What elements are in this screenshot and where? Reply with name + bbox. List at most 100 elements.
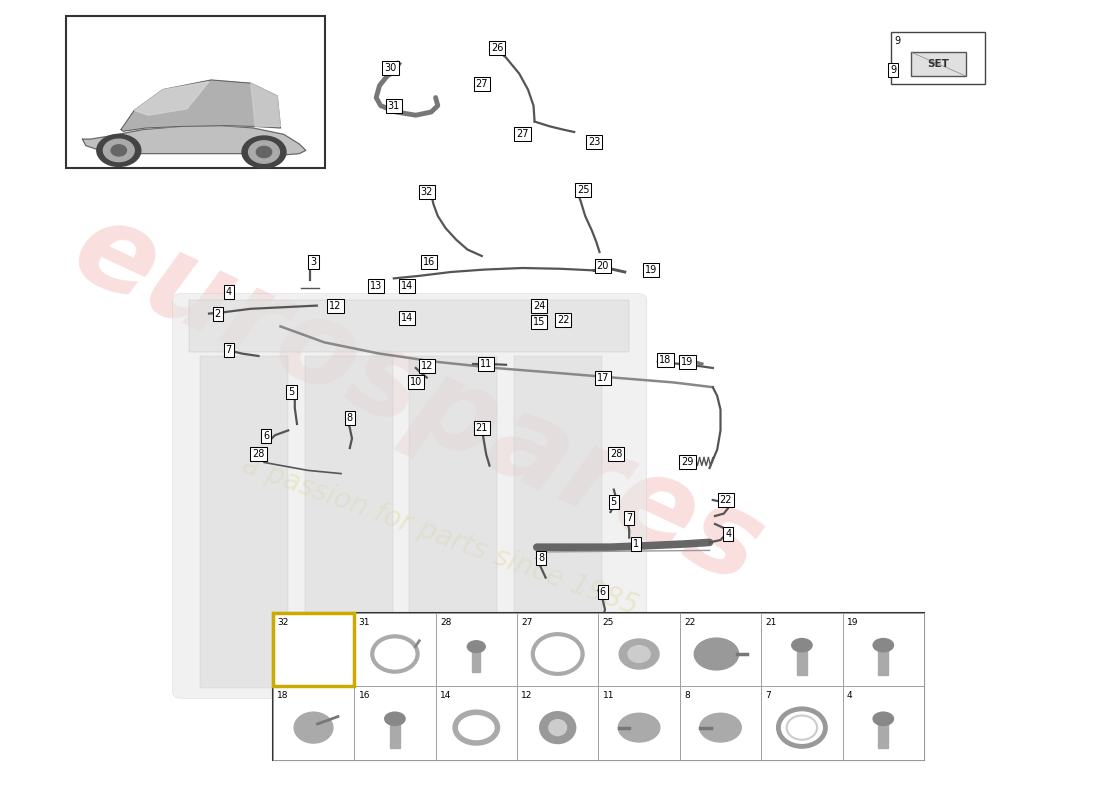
Ellipse shape bbox=[628, 646, 650, 662]
Text: 27: 27 bbox=[475, 79, 488, 89]
Text: 6: 6 bbox=[263, 431, 270, 441]
Text: 14: 14 bbox=[400, 314, 414, 323]
Text: 5: 5 bbox=[288, 387, 295, 397]
Text: 4: 4 bbox=[847, 691, 852, 700]
Ellipse shape bbox=[873, 712, 893, 726]
Text: 21: 21 bbox=[766, 618, 777, 626]
Text: 29: 29 bbox=[681, 458, 694, 467]
Bar bbox=[189, 300, 629, 352]
Text: 16: 16 bbox=[422, 258, 436, 267]
Ellipse shape bbox=[289, 639, 329, 669]
Ellipse shape bbox=[289, 639, 329, 669]
Bar bbox=[911, 52, 966, 76]
Bar bbox=[598, 686, 680, 760]
Ellipse shape bbox=[468, 641, 485, 653]
Text: 8: 8 bbox=[684, 691, 690, 700]
Text: 18: 18 bbox=[277, 691, 288, 700]
Ellipse shape bbox=[700, 714, 741, 742]
Text: 3: 3 bbox=[310, 258, 317, 267]
Text: 6: 6 bbox=[600, 587, 606, 597]
Text: 19: 19 bbox=[681, 357, 694, 366]
Bar bbox=[200, 356, 288, 688]
Bar bbox=[879, 720, 888, 748]
Text: 7: 7 bbox=[766, 691, 771, 700]
Ellipse shape bbox=[792, 638, 812, 652]
Text: 28: 28 bbox=[609, 450, 623, 459]
Ellipse shape bbox=[549, 720, 566, 735]
Circle shape bbox=[97, 134, 141, 166]
Text: 19: 19 bbox=[847, 618, 858, 626]
Bar bbox=[891, 32, 985, 84]
Text: 20: 20 bbox=[596, 261, 609, 270]
Text: 9: 9 bbox=[894, 36, 901, 46]
Text: 26: 26 bbox=[491, 43, 504, 53]
Bar bbox=[390, 720, 399, 748]
Text: 17: 17 bbox=[596, 373, 609, 382]
Polygon shape bbox=[121, 80, 280, 131]
Text: 7: 7 bbox=[226, 346, 232, 355]
Text: a passion for parts since 1985: a passion for parts since 1985 bbox=[238, 451, 642, 621]
Circle shape bbox=[460, 716, 493, 739]
Bar bbox=[436, 613, 517, 686]
Bar bbox=[354, 613, 436, 686]
Ellipse shape bbox=[385, 712, 405, 726]
Text: 11: 11 bbox=[480, 359, 493, 369]
Bar bbox=[514, 356, 602, 688]
Text: 14: 14 bbox=[440, 691, 451, 700]
Ellipse shape bbox=[618, 714, 660, 742]
Polygon shape bbox=[82, 126, 306, 155]
Polygon shape bbox=[134, 82, 209, 115]
Text: 7: 7 bbox=[626, 514, 632, 523]
Text: 22: 22 bbox=[684, 618, 695, 626]
Circle shape bbox=[256, 146, 272, 158]
Ellipse shape bbox=[540, 712, 575, 743]
Text: 32: 32 bbox=[277, 618, 288, 626]
Bar bbox=[879, 646, 888, 674]
Text: 31: 31 bbox=[359, 618, 370, 626]
Text: 27: 27 bbox=[521, 618, 532, 626]
Text: 25: 25 bbox=[576, 186, 590, 195]
Text: 12: 12 bbox=[329, 301, 342, 310]
FancyBboxPatch shape bbox=[173, 294, 647, 698]
Ellipse shape bbox=[294, 712, 333, 743]
Bar bbox=[273, 613, 354, 686]
Text: 5: 5 bbox=[610, 498, 617, 507]
Text: 27: 27 bbox=[516, 130, 529, 139]
Bar bbox=[517, 686, 598, 760]
Circle shape bbox=[242, 136, 286, 168]
Text: 4: 4 bbox=[226, 287, 232, 297]
Bar bbox=[305, 356, 393, 688]
Text: 8: 8 bbox=[346, 413, 353, 422]
Text: 30: 30 bbox=[384, 63, 397, 73]
Bar bbox=[680, 613, 761, 686]
Text: 16: 16 bbox=[359, 691, 370, 700]
Bar bbox=[409, 356, 497, 688]
Bar bbox=[517, 613, 598, 686]
Text: SET: SET bbox=[927, 59, 949, 69]
Text: 10: 10 bbox=[409, 378, 422, 387]
Text: 28: 28 bbox=[440, 618, 451, 626]
Bar bbox=[598, 613, 680, 686]
Text: 11: 11 bbox=[603, 691, 614, 700]
Bar bbox=[66, 16, 324, 168]
Text: 12: 12 bbox=[420, 362, 433, 371]
Bar bbox=[273, 613, 924, 760]
Bar bbox=[843, 613, 924, 686]
Text: 24: 24 bbox=[532, 301, 546, 310]
Bar bbox=[354, 686, 436, 760]
Circle shape bbox=[249, 141, 279, 163]
Bar bbox=[436, 686, 517, 760]
Bar bbox=[472, 649, 481, 673]
Ellipse shape bbox=[873, 638, 893, 652]
Text: 21: 21 bbox=[475, 423, 488, 433]
Text: 22: 22 bbox=[719, 495, 733, 505]
Text: 12: 12 bbox=[521, 691, 532, 700]
Text: 15: 15 bbox=[532, 317, 546, 326]
Text: 4: 4 bbox=[725, 530, 732, 539]
Polygon shape bbox=[251, 83, 280, 126]
Text: 32: 32 bbox=[420, 187, 433, 197]
Text: 9: 9 bbox=[890, 66, 896, 75]
Bar bbox=[273, 613, 354, 686]
Bar bbox=[680, 686, 761, 760]
Bar bbox=[843, 686, 924, 760]
